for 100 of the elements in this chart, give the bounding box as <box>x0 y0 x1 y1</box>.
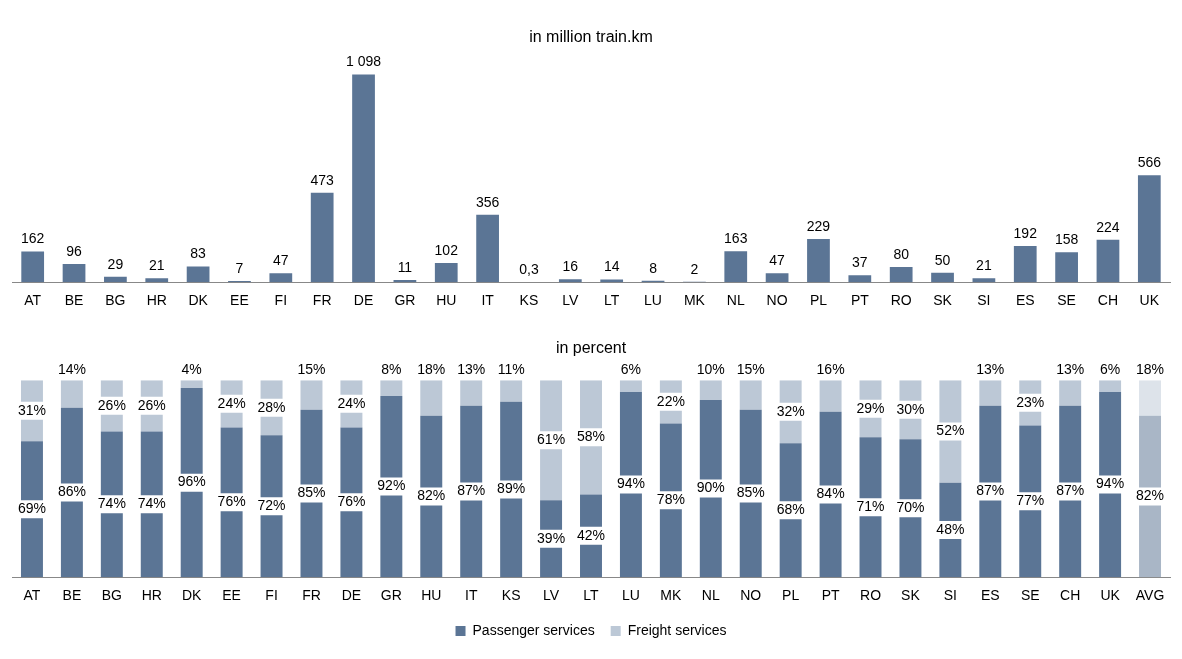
bar <box>1096 239 1120 283</box>
data-label: 29 <box>107 255 124 272</box>
x-tick-label: AT <box>24 292 42 309</box>
data-label: 15% <box>736 361 765 378</box>
x-tick-label: FR <box>312 292 332 309</box>
x-tick-label: SE <box>1057 292 1076 309</box>
bar <box>1055 252 1078 283</box>
data-label: 87% <box>976 482 1005 499</box>
data-label: 2 <box>690 260 699 277</box>
x-tick-label: AVG <box>1135 587 1165 604</box>
x-tick-label: GR <box>380 587 402 604</box>
x-tick-label: PT <box>850 292 870 309</box>
data-label: 22% <box>656 392 685 409</box>
data-label: 28% <box>257 398 286 415</box>
data-label: 26% <box>97 396 126 413</box>
data-label: 82% <box>417 487 446 504</box>
data-label: 8% <box>381 361 402 378</box>
data-label: 42% <box>576 526 606 543</box>
x-tick-label: BE <box>64 292 84 309</box>
data-label: 87% <box>457 482 486 499</box>
x-tick-label: LU <box>644 292 662 309</box>
data-label: 82% <box>1136 487 1165 504</box>
data-label: 32% <box>776 402 805 419</box>
bar <box>1059 380 1082 406</box>
bar <box>60 380 83 408</box>
bar <box>104 276 127 283</box>
data-label: 13% <box>1056 361 1085 378</box>
x-tick-label: LV <box>562 292 580 309</box>
bar <box>186 266 210 283</box>
x-tick-label: KS <box>519 292 539 309</box>
bar <box>724 251 748 283</box>
data-label: 11 <box>397 258 413 275</box>
data-label: 71% <box>856 498 885 515</box>
data-label: 10% <box>696 361 725 378</box>
x-tick-label: RO <box>860 587 882 604</box>
x-tick-label: SK <box>933 292 953 309</box>
data-label: 4% <box>181 361 202 378</box>
x-tick-label: ES <box>980 587 1000 604</box>
x-tick-label: SE <box>1020 587 1040 604</box>
data-label: 37 <box>852 254 868 271</box>
data-label: 229 <box>806 217 831 234</box>
data-label: 11% <box>497 361 525 378</box>
data-label: 162 <box>21 230 45 247</box>
bar <box>807 238 830 283</box>
x-tick-label: NL <box>701 587 720 604</box>
x-tick-label: BG <box>101 587 122 604</box>
bar <box>1139 380 1162 416</box>
x-tick-label: RO <box>890 292 912 309</box>
bar <box>434 262 458 283</box>
x-tick-label: PL <box>809 292 828 309</box>
data-label: 18% <box>1136 361 1165 378</box>
data-label: 356 <box>475 193 500 210</box>
data-label: 89% <box>497 480 526 497</box>
data-label: 58% <box>576 428 606 445</box>
bar <box>1137 175 1161 283</box>
data-label: 29% <box>856 399 885 416</box>
bar <box>21 251 45 283</box>
bar <box>269 273 293 283</box>
data-label: 192 <box>1013 224 1038 241</box>
bar <box>300 380 323 410</box>
data-label: 15% <box>297 361 326 378</box>
data-label: 26% <box>137 396 166 413</box>
data-label: 70% <box>896 499 925 516</box>
x-tick-label: KS <box>501 587 521 604</box>
x-tick-label: HR <box>141 587 162 604</box>
x-tick-label: ES <box>1015 292 1035 309</box>
data-label: 16% <box>816 361 845 378</box>
x-tick-label: DE <box>353 292 374 309</box>
x-tick-label: HU <box>421 587 442 604</box>
x-tick-label: DK <box>188 292 209 309</box>
data-label: 14 <box>603 258 620 275</box>
x-tick-label: UK <box>1100 587 1121 604</box>
data-label: 74% <box>97 495 126 512</box>
x-tick-label: UK <box>1139 292 1160 309</box>
data-label: 13% <box>976 361 1005 378</box>
x-tick-label: MK <box>660 587 683 604</box>
bar <box>476 214 499 283</box>
x-tick-label: NL <box>726 292 745 309</box>
data-label: 18% <box>417 361 446 378</box>
bar <box>619 380 642 393</box>
x-tick-label: EE <box>222 587 241 604</box>
data-label: 96 <box>66 242 83 259</box>
data-label: 7 <box>235 259 244 276</box>
data-label: 30% <box>896 400 925 417</box>
bar <box>979 380 1002 406</box>
x-tick-label: FR <box>302 587 321 604</box>
x-tick-label: AT <box>23 587 41 604</box>
data-label: 24% <box>217 394 246 411</box>
bar <box>352 74 375 283</box>
data-label: 76% <box>217 493 246 510</box>
data-label: 86% <box>57 483 86 500</box>
bar <box>848 275 872 283</box>
data-label: 52% <box>936 422 965 439</box>
data-label: 74% <box>137 495 166 512</box>
data-label: 31% <box>17 401 46 418</box>
data-label: 96% <box>177 473 206 490</box>
bar <box>420 380 443 416</box>
data-label: 24% <box>337 394 366 411</box>
data-label: 76% <box>337 493 366 510</box>
data-label: 47 <box>769 252 786 269</box>
